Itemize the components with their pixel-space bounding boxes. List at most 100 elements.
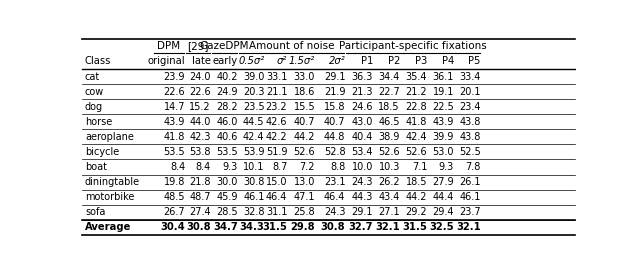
Text: 24.3: 24.3 — [351, 177, 373, 187]
Text: horse: horse — [85, 117, 112, 127]
Text: 8.4: 8.4 — [170, 162, 185, 172]
Text: 15.2: 15.2 — [189, 102, 211, 112]
Text: P4: P4 — [442, 56, 454, 66]
Text: 10.0: 10.0 — [352, 162, 373, 172]
Text: 36.1: 36.1 — [433, 72, 454, 82]
Text: 40.6: 40.6 — [216, 132, 237, 142]
Text: 27.4: 27.4 — [189, 207, 211, 217]
Text: 28.2: 28.2 — [216, 102, 237, 112]
Text: 21.2: 21.2 — [406, 87, 428, 96]
Text: 40.7: 40.7 — [294, 117, 315, 127]
Text: 18.5: 18.5 — [378, 102, 400, 112]
Text: Class: Class — [85, 56, 111, 66]
Text: 40.2: 40.2 — [216, 72, 237, 82]
Text: 10.3: 10.3 — [378, 162, 400, 172]
Text: 9.3: 9.3 — [439, 162, 454, 172]
Text: 46.0: 46.0 — [216, 117, 237, 127]
Text: 22.5: 22.5 — [432, 102, 454, 112]
Text: 24.6: 24.6 — [351, 102, 373, 112]
Text: bicycle: bicycle — [85, 147, 119, 157]
Text: σ²: σ² — [277, 56, 287, 66]
Text: 47.1: 47.1 — [294, 192, 315, 202]
Text: 25.8: 25.8 — [294, 207, 315, 217]
Text: 15.5: 15.5 — [294, 102, 315, 112]
Text: dog: dog — [85, 102, 103, 112]
Text: 23.1: 23.1 — [324, 177, 346, 187]
Text: motorbike: motorbike — [85, 192, 134, 202]
Text: 53.4: 53.4 — [351, 147, 373, 157]
Text: 33.1: 33.1 — [266, 72, 287, 82]
Text: 23.9: 23.9 — [164, 72, 185, 82]
Text: 23.5: 23.5 — [243, 102, 264, 112]
Text: sofa: sofa — [85, 207, 106, 217]
Text: 26.1: 26.1 — [460, 177, 481, 187]
Text: 7.8: 7.8 — [465, 162, 481, 172]
Text: 42.3: 42.3 — [189, 132, 211, 142]
Text: 53.0: 53.0 — [433, 147, 454, 157]
Text: 33.0: 33.0 — [294, 72, 315, 82]
Text: 30.8: 30.8 — [321, 222, 346, 233]
Text: 1.5σ²: 1.5σ² — [289, 56, 315, 66]
Text: 41.8: 41.8 — [406, 117, 428, 127]
Text: 46.4: 46.4 — [324, 192, 346, 202]
Text: 22.6: 22.6 — [189, 87, 211, 96]
Text: 30.8: 30.8 — [243, 177, 264, 187]
Text: 52.8: 52.8 — [324, 147, 346, 157]
Text: 24.3: 24.3 — [324, 207, 346, 217]
Text: Participant-specific fixations: Participant-specific fixations — [339, 41, 487, 51]
Text: 29.8: 29.8 — [291, 222, 315, 233]
Text: 8.8: 8.8 — [330, 162, 346, 172]
Text: P5: P5 — [468, 56, 481, 66]
Text: boat: boat — [85, 162, 107, 172]
Text: 39.0: 39.0 — [243, 72, 264, 82]
Text: 20.3: 20.3 — [243, 87, 264, 96]
Text: 45.9: 45.9 — [216, 192, 237, 202]
Text: 44.3: 44.3 — [352, 192, 373, 202]
Text: 46.5: 46.5 — [378, 117, 400, 127]
Text: 39.9: 39.9 — [433, 132, 454, 142]
Text: 46.1: 46.1 — [460, 192, 481, 202]
Text: 23.2: 23.2 — [266, 102, 287, 112]
Text: cow: cow — [85, 87, 104, 96]
Text: 30.4: 30.4 — [161, 222, 185, 233]
Text: 40.7: 40.7 — [324, 117, 346, 127]
Text: 43.8: 43.8 — [460, 117, 481, 127]
Text: 52.6: 52.6 — [294, 147, 315, 157]
Text: 30.8: 30.8 — [186, 222, 211, 233]
Text: 42.6: 42.6 — [266, 117, 287, 127]
Text: 34.4: 34.4 — [378, 72, 400, 82]
Text: 19.8: 19.8 — [164, 177, 185, 187]
Text: 21.9: 21.9 — [324, 87, 346, 96]
Text: 44.0: 44.0 — [189, 117, 211, 127]
Text: [29]: [29] — [188, 41, 209, 51]
Text: 35.4: 35.4 — [406, 72, 428, 82]
Text: 23.7: 23.7 — [459, 207, 481, 217]
Text: 13.0: 13.0 — [294, 177, 315, 187]
Text: 29.1: 29.1 — [324, 72, 346, 82]
Text: late: late — [192, 56, 211, 66]
Text: 18.5: 18.5 — [406, 177, 428, 187]
Text: 29.4: 29.4 — [433, 207, 454, 217]
Text: GazeDPM: GazeDPM — [200, 41, 249, 51]
Text: 34.3: 34.3 — [240, 222, 264, 233]
Text: 43.4: 43.4 — [378, 192, 400, 202]
Text: 7.2: 7.2 — [300, 162, 315, 172]
Text: 21.1: 21.1 — [266, 87, 287, 96]
Text: 30.0: 30.0 — [216, 177, 237, 187]
Text: 41.8: 41.8 — [164, 132, 185, 142]
Text: 46.4: 46.4 — [266, 192, 287, 202]
Text: 44.4: 44.4 — [433, 192, 454, 202]
Text: 44.2: 44.2 — [406, 192, 428, 202]
Text: 36.3: 36.3 — [352, 72, 373, 82]
Text: 32.8: 32.8 — [243, 207, 264, 217]
Text: P3: P3 — [415, 56, 428, 66]
Text: 0.5σ²: 0.5σ² — [238, 56, 264, 66]
Text: 53.5: 53.5 — [164, 147, 185, 157]
Text: 8.7: 8.7 — [272, 162, 287, 172]
Text: 52.6: 52.6 — [406, 147, 428, 157]
Text: Amount of noise: Amount of noise — [249, 41, 334, 51]
Text: 43.9: 43.9 — [164, 117, 185, 127]
Text: aeroplane: aeroplane — [85, 132, 134, 142]
Text: 42.2: 42.2 — [266, 132, 287, 142]
Text: early: early — [212, 56, 237, 66]
